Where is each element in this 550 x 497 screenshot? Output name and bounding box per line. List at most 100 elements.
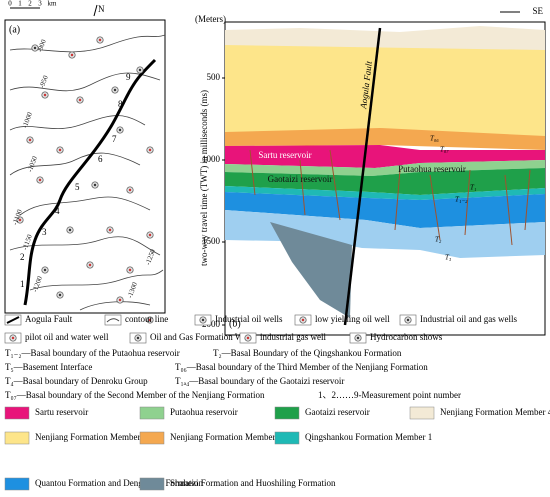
- legend-well-dot: [246, 336, 250, 340]
- scale-label: 1: [18, 0, 22, 8]
- legend-color-label: Nenjiang Formation Member 2: [170, 432, 282, 442]
- north-label: N: [98, 4, 105, 14]
- north-arrow: [93, 4, 98, 17]
- well-dot: [43, 268, 47, 272]
- legend-symbol-box: [104, 314, 122, 326]
- layer: [225, 160, 545, 176]
- legend-symbol-label: industrial gas well: [260, 332, 326, 342]
- layer: [225, 192, 545, 228]
- well-dot: [70, 53, 74, 57]
- legend-color-label: Nenjiang Formation Member 3: [35, 432, 148, 442]
- panel-label: (a): [9, 24, 20, 35]
- definition: T₁₋₂—Basal boundary of the Putaohua rese…: [5, 348, 180, 358]
- legend-symbol-label: low yielding oil well: [315, 314, 390, 324]
- well-dot: [33, 46, 37, 50]
- legend-symbol-label: Hydrocarbon shows: [370, 332, 443, 342]
- horizon-label: T₁: [470, 184, 476, 192]
- definition: T₀₆—Basal boundary of the Third Member o…: [175, 362, 428, 372]
- y-tick-label: 1000: [202, 154, 221, 164]
- layer: [225, 168, 545, 195]
- well-dot: [28, 138, 32, 142]
- panel-label: (b): [229, 318, 241, 329]
- legend-color-swatch: [4, 406, 30, 420]
- legend-symbol-label: contour line: [125, 314, 168, 324]
- legend-color-swatch: [274, 406, 300, 420]
- legend-color-label: Putaohua reservoir: [170, 407, 238, 417]
- legend-color-label: Gaotaizi reservoir: [305, 407, 370, 417]
- layer: [225, 186, 545, 200]
- point-number: 3: [42, 227, 47, 237]
- point-number: 5: [75, 182, 80, 192]
- definition: T₁ₐ₄—Basal boundary of the Gaotaizi rese…: [175, 376, 344, 386]
- layer: [225, 45, 545, 140]
- well-dot: [58, 148, 62, 152]
- legend-color-swatch: [4, 431, 30, 445]
- legend-color-label: Qingshankou Formation Member 1: [305, 432, 432, 442]
- legend-color-swatch: [4, 477, 30, 491]
- well-dot: [78, 98, 82, 102]
- definition: T₄—Basal boundary of Denroku Group: [5, 376, 148, 386]
- fault-line: [343, 27, 382, 326]
- reservoir-label: Gaotaizi reservoir: [268, 174, 333, 184]
- legend-fault: [6, 316, 20, 324]
- legend-color-swatch: [139, 406, 165, 420]
- small-faults: [249, 149, 531, 246]
- legend-well-dot: [406, 318, 410, 322]
- point-number: 9: [126, 72, 131, 82]
- definition: T₅—Basement Interface: [5, 362, 92, 372]
- well-dot: [38, 178, 42, 182]
- reservoir-label: Sartu reservoir: [258, 150, 311, 160]
- legend-color-swatch: [139, 477, 165, 491]
- legend-contour: [106, 318, 120, 323]
- well-dot: [98, 38, 102, 42]
- layer: [225, 145, 545, 168]
- legend-color-swatch: [409, 406, 435, 420]
- well-dot: [138, 68, 142, 72]
- layer: [225, 128, 545, 150]
- y-tick-label: 1500: [202, 236, 221, 246]
- legend-well-dot: [301, 318, 305, 322]
- legend-symbol-label: pilot oil and water well: [25, 332, 109, 342]
- fault-line: [23, 58, 157, 306]
- well-dot: [43, 93, 47, 97]
- legend-color-label: Nenjiang Formation Member 4: [440, 407, 550, 417]
- horizon-label: T₁₋₂: [455, 196, 468, 204]
- well-dot: [118, 298, 122, 302]
- legend-well-dot: [201, 318, 205, 322]
- well-dot: [128, 188, 132, 192]
- unit-label: (Meters): [195, 14, 226, 24]
- well-dot: [148, 233, 152, 237]
- well-dot: [68, 228, 72, 232]
- y-axis-label: two-way travel time (TWT) in millisecond…: [199, 90, 209, 266]
- y-tick-label: 500: [207, 72, 221, 82]
- legend-well-dot: [11, 336, 15, 340]
- definition: T₂—Basal Boundary of the Qingshankou For…: [213, 348, 402, 358]
- well-dot: [128, 268, 132, 272]
- well-dot: [118, 128, 122, 132]
- point-number: 6: [98, 154, 103, 164]
- point-number: 7: [112, 134, 117, 144]
- point-number: 1: [20, 279, 25, 289]
- scale-label: 2: [28, 0, 32, 8]
- legend-color-label: Quantou Formation and Denglouku Formatio…: [35, 478, 203, 488]
- well-dot: [88, 263, 92, 267]
- well-dot: [93, 183, 97, 187]
- legend-color-label: Shahezi Formation and Huoshiling Formati…: [170, 478, 336, 488]
- layer-light-blue: [225, 210, 545, 258]
- layer: [270, 222, 352, 318]
- legend-symbol-label: Industrial oil wells: [215, 314, 283, 324]
- point-number: 2: [20, 252, 25, 262]
- legend-symbol-label: Industrial oil and gas wells: [420, 314, 517, 324]
- well-dot: [148, 148, 152, 152]
- point-number: 8: [118, 99, 123, 109]
- reservoir-label: Putaohua reservoir: [398, 164, 466, 174]
- well-dot: [58, 293, 62, 297]
- legend-symbol-label: Oil and Gas Formation Wells: [150, 332, 256, 342]
- well-dot: [18, 218, 22, 222]
- definition: T₀₇—Basal boundary of the Second Member …: [5, 390, 265, 400]
- direction-label: SE: [532, 6, 543, 16]
- horizon-label: T₂: [435, 236, 442, 244]
- legend-color-swatch: [274, 431, 300, 445]
